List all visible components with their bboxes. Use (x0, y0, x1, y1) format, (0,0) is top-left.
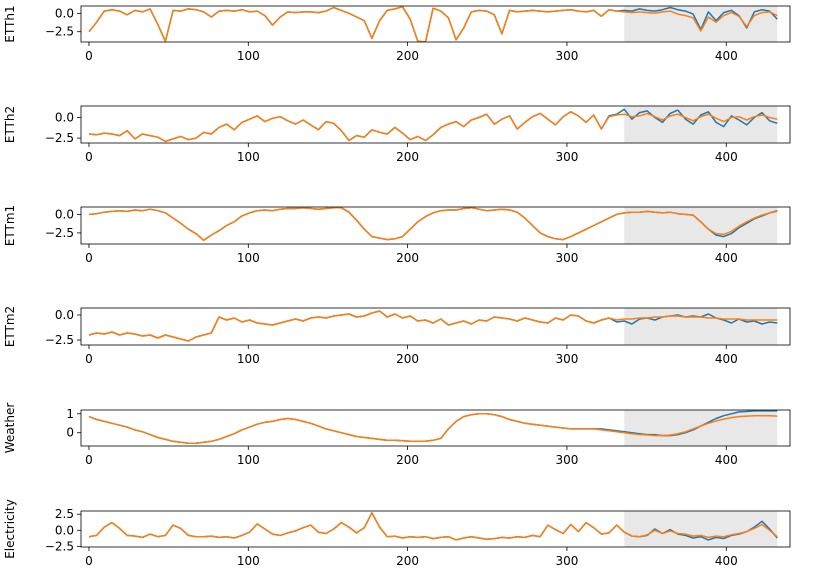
y-axis-label: ETTm1 (3, 205, 17, 246)
x-tick-label: 0 (85, 150, 93, 164)
y-axis-label: ETTh2 (3, 106, 17, 143)
prediction-line (88, 413, 778, 444)
x-tick-label: 0 (85, 554, 93, 568)
y-tick-label: 0.0 (55, 111, 74, 125)
x-tick-label: 400 (715, 49, 738, 63)
panel-1: 0 100 200 300 400 0.0 −2.5 ETTh2 (3, 105, 791, 164)
x-tick-label: 0 (85, 453, 93, 467)
y-axis-label: ETTh1 (3, 5, 17, 42)
x-tick-label: 100 (237, 49, 260, 63)
x-tick-label: 400 (715, 251, 738, 265)
panel-4: 0 100 200 300 400 1 0 Weather (3, 403, 791, 467)
x-tick-label: 300 (555, 150, 578, 164)
y-tick-label: 0 (66, 426, 74, 440)
axes-frame (80, 5, 791, 43)
prediction-line (88, 111, 778, 143)
y-axis-label: Weather (3, 403, 17, 454)
y-tick-label: 0.0 (55, 308, 74, 322)
x-tick-label: 100 (237, 150, 260, 164)
x-tick-label: 300 (555, 251, 578, 265)
x-tick-label: 400 (715, 453, 738, 467)
forecast-shaded-region (624, 308, 778, 345)
y-tick-label: 2.5 (55, 507, 74, 521)
y-axis-label: ETTm2 (3, 306, 17, 347)
x-tick-label: 100 (237, 453, 260, 467)
y-tick-label: 0.0 (55, 6, 74, 20)
x-tick-label: 100 (237, 251, 260, 265)
axes-frame (80, 409, 791, 447)
x-tick-label: 0 (85, 251, 93, 265)
y-tick-label: 0.0 (55, 523, 74, 537)
prediction-line (88, 310, 778, 342)
x-tick-label: 200 (396, 352, 419, 366)
x-tick-label: 200 (396, 49, 419, 63)
x-tick-label: 0 (85, 352, 93, 366)
y-tick-label: −2.5 (45, 226, 74, 240)
y-tick-label: −2.5 (45, 25, 74, 39)
axes-frame (80, 307, 791, 346)
prediction-line (88, 512, 778, 541)
axes-frame (80, 206, 791, 245)
y-tick-label: −2.5 (45, 539, 74, 553)
forecast-shaded-region (624, 6, 778, 42)
x-tick-label: 200 (396, 251, 419, 265)
y-tick-label: 0.0 (55, 207, 74, 221)
y-tick-label: 1 (66, 407, 74, 421)
x-tick-label: 200 (396, 150, 419, 164)
y-axis-label: Electricity (3, 499, 17, 559)
y-tick-label: −2.5 (45, 333, 74, 347)
x-tick-label: 300 (555, 554, 578, 568)
y-tick-label: −2.5 (45, 131, 74, 145)
prediction-line (88, 207, 778, 242)
x-tick-label: 100 (237, 352, 260, 366)
prediction-line (88, 6, 778, 42)
x-tick-label: 200 (396, 453, 419, 467)
x-tick-label: 200 (396, 554, 419, 568)
x-tick-label: 300 (555, 352, 578, 366)
x-tick-label: 100 (237, 554, 260, 568)
panel-0: 0 100 200 300 400 0.0 −2.5 ETTh1 (3, 5, 791, 63)
x-tick-label: 300 (555, 453, 578, 467)
panel-2: 0 100 200 300 400 0.0 −2.5 ETTm1 (3, 205, 791, 265)
axes-frame (80, 510, 791, 548)
forecast-shaded-region (624, 207, 778, 244)
x-tick-label: 400 (715, 554, 738, 568)
x-tick-label: 0 (85, 49, 93, 63)
panel-5: 0 100 200 300 400 2.5 0.0 −2.5 Electricity (3, 499, 791, 568)
panel-3: 0 100 200 300 400 0.0 −2.5 ETTm2 (3, 306, 791, 366)
x-tick-label: 400 (715, 352, 738, 366)
x-tick-label: 300 (555, 49, 578, 63)
axes-frame (80, 105, 791, 144)
x-tick-label: 400 (715, 150, 738, 164)
